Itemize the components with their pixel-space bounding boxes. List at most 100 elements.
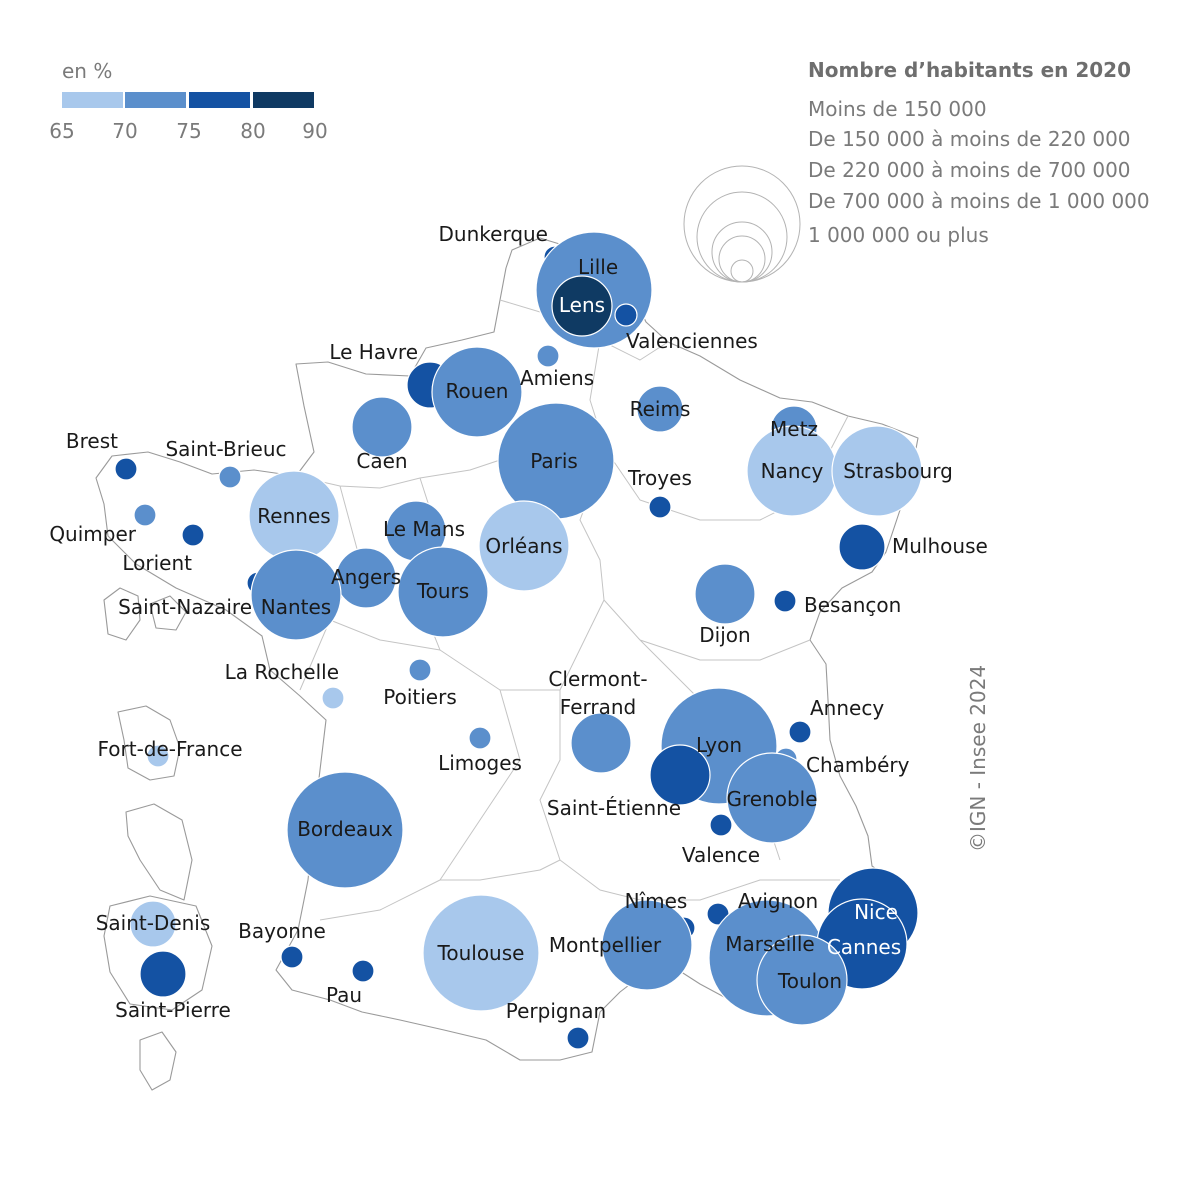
city-label-le-mans: Le Mans [383, 517, 465, 541]
color-class-swatch [189, 92, 250, 108]
city-label-lille: Lille [578, 255, 618, 279]
city-label-saint-brieuc: Saint-Brieuc [165, 437, 286, 461]
city-label-dijon: Dijon [699, 623, 750, 647]
city-bubble-saint-etienne [649, 744, 711, 806]
city-label-metz: Metz [770, 417, 818, 441]
color-legend: en % 65 70 75 80 90 [49, 59, 327, 143]
city-label-toulon: Toulon [777, 969, 842, 993]
city-label-saint-denis: Saint-Denis [96, 911, 211, 935]
color-legend-tick: 80 [240, 119, 265, 143]
city-bubble-clermont-ferrand [570, 712, 632, 774]
city-label-valence: Valence [682, 843, 760, 867]
city-label-limoges: Limoges [438, 751, 522, 775]
city-label-montpellier: Montpellier [549, 933, 662, 957]
city-label-bordeaux: Bordeaux [297, 817, 393, 841]
city-bubble-fort-de-france [146, 744, 170, 768]
city-bubble-toulon [756, 934, 848, 1026]
city-label-poitiers: Poitiers [383, 685, 457, 709]
size-legend-label: De 220 000 à moins de 700 000 [808, 158, 1131, 182]
guyane-outline [125, 803, 193, 901]
city-bubble-caen [351, 396, 413, 458]
mayotte-outline [139, 1031, 177, 1091]
city-label-grenoble: Grenoble [726, 787, 817, 811]
size-legend-circle [718, 235, 766, 283]
city-label-brest: Brest [66, 429, 118, 453]
martinique-outline [117, 705, 181, 781]
city-label-lyon: Lyon [696, 733, 742, 757]
city-label-angers: Angers [331, 565, 401, 589]
city-bubble-annecy [788, 720, 812, 744]
size-legend: Nombre d’habitants en 2020 Moins de 150 … [683, 58, 1150, 283]
size-legend-label: De 700 000 à moins de 1 000 000 [808, 189, 1150, 213]
city-bubble-montpellier [601, 899, 693, 991]
city-bubble-bayonne [280, 945, 304, 969]
size-legend-circle [730, 259, 754, 283]
city-bubble-perpignan [566, 1026, 590, 1050]
city-label-quimper: Quimper [49, 522, 136, 546]
color-class-swatch [125, 92, 186, 108]
city-label-fort-de-france: Fort-de-France [97, 737, 242, 761]
city-bubble-troyes [648, 495, 672, 519]
city-bubble-grenoble [726, 752, 818, 844]
reunion-outline [103, 895, 213, 1011]
city-label-annecy: Annecy [810, 696, 884, 720]
credit-text: ©IGN - Insee 2024 [966, 665, 990, 852]
city-bubble-saint-pierre [139, 950, 187, 998]
color-legend-tick: 70 [112, 119, 137, 143]
city-label-pau: Pau [326, 983, 362, 1007]
city-label-la-rochelle: La Rochelle [225, 660, 339, 684]
city-bubble-tours [397, 546, 489, 638]
city-bubble-toulouse [422, 894, 540, 1012]
city-bubble-orleans [478, 500, 570, 592]
color-legend-tick: 65 [49, 119, 74, 143]
size-legend-circle [711, 221, 773, 283]
color-legend-tick: 75 [176, 119, 201, 143]
city-label-mulhouse: Mulhouse [892, 534, 988, 558]
city-bubble-strasbourg [831, 425, 923, 517]
size-legend-circle [696, 191, 788, 283]
city-label-saint-nazaire: Saint-Nazaire [118, 595, 252, 619]
city-bubble-reims [636, 385, 684, 433]
city-label-nice: Nice [854, 900, 898, 924]
size-legend-label: 1 000 000 ou plus [808, 223, 989, 247]
city-label-bayonne: Bayonne [238, 919, 326, 943]
size-legend-label: De 150 000 à moins de 220 000 [808, 127, 1131, 151]
size-legend-circle [683, 165, 801, 283]
city-label-lens: Lens [559, 293, 605, 317]
city-bubble-brest [114, 457, 138, 481]
city-label-strasbourg: Strasbourg [843, 459, 953, 483]
city-label-orleans: Orléans [485, 534, 562, 558]
city-bubble-poitiers [408, 658, 432, 682]
city-label-paris: Paris [530, 449, 578, 473]
city-label-amiens: Amiens [520, 366, 594, 390]
city-label-marseille: Marseille [725, 932, 814, 956]
city-bubble-saint-denis [129, 900, 177, 948]
city-label-cannes: Cannes [827, 935, 901, 959]
city-bubble-la-rochelle [321, 686, 345, 710]
city-bubble-saint-brieuc [218, 465, 242, 489]
city-label-rennes: Rennes [257, 504, 330, 528]
city-label-nancy: Nancy [761, 459, 824, 483]
city-label-clermont-ferrand: Clermont-Ferrand [548, 667, 647, 719]
city-label-tours: Tours [416, 579, 469, 603]
city-bubble-dijon [694, 563, 756, 625]
city-label-avignon: Avignon [738, 889, 818, 913]
city-bubble-besancon [773, 589, 797, 613]
size-legend-label: Moins de 150 000 [808, 97, 987, 121]
city-label-saint-etienne: Saint-Étienne [547, 796, 681, 820]
city-bubble-mulhouse [838, 523, 886, 571]
city-label-nantes: Nantes [261, 595, 331, 619]
city-bubble-amiens [536, 344, 560, 368]
city-label-besancon: Besançon [804, 593, 901, 617]
city-label-lorient: Lorient [122, 551, 192, 575]
city-label-troyes: Troyes [627, 466, 692, 490]
city-label-rouen: Rouen [446, 379, 509, 403]
color-class-swatch [62, 92, 123, 108]
city-bubble-valence [709, 813, 733, 837]
city-bubble-valenciennes [614, 303, 638, 327]
color-class-swatch [253, 92, 314, 108]
city-bubble-lorient [181, 523, 205, 547]
city-bubble-nantes [250, 549, 342, 641]
guadeloupe-outline [103, 587, 187, 641]
